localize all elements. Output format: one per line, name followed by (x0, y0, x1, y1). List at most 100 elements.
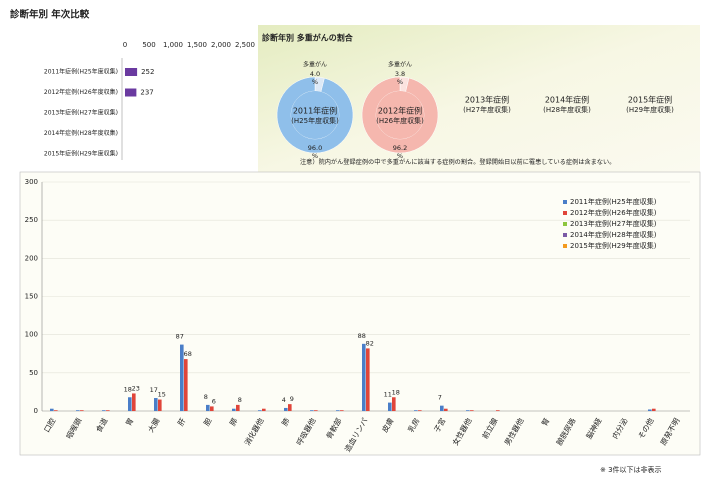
x-tick-label: 膵 (227, 416, 240, 428)
pie-unit: % (397, 152, 403, 160)
bar (128, 397, 132, 411)
bar (336, 410, 340, 411)
pie-title: 2015年症例 (628, 95, 672, 105)
y-tick-label: 2011年症例(H25年度収集) (44, 68, 118, 76)
x-tick-label: 肺 (280, 416, 292, 427)
bar (440, 405, 444, 411)
x-tick-label: 1,000 (163, 41, 183, 49)
bar (184, 359, 188, 411)
y-tick-label: 2015年症例(H29年度収集) (44, 150, 118, 158)
pie-title: 2012年症例 (378, 106, 422, 116)
x-tick-label: 0 (123, 41, 127, 49)
bar (470, 410, 474, 411)
legend-label: 2015年症例(H29年度収集) (570, 241, 657, 250)
value-label: 82 (366, 339, 374, 347)
pie-unit: % (312, 78, 318, 86)
bar (288, 404, 292, 411)
pie-title: 2013年症例 (465, 95, 509, 105)
value-label: 6 (212, 397, 216, 405)
bar (388, 402, 392, 411)
pie-title: 2014年症例 (545, 95, 589, 105)
pie-subtitle: (H26年度収集) (376, 116, 424, 125)
bar (418, 410, 422, 411)
x-tick-label: 2,000 (211, 41, 231, 49)
value-label: 17 (150, 386, 158, 394)
y-tick-label: 2012年症例(H26年度収集) (44, 88, 118, 96)
value-label: 68 (184, 350, 192, 358)
pie-title: 2011年症例 (293, 106, 337, 116)
bar (80, 410, 84, 411)
bar (284, 407, 288, 411)
page-title: 診断年別 年次比較 (10, 9, 90, 21)
pie-subtitle: (H27年度収集) (463, 105, 511, 114)
value-label: 8 (238, 396, 242, 404)
bar (648, 409, 652, 411)
pie-value-label: 96.0 (308, 144, 322, 152)
legend-swatch (563, 233, 567, 237)
pie-subtitle: (H25年度収集) (291, 116, 339, 125)
legend-swatch (563, 222, 567, 226)
x-tick-label: 腎 (540, 416, 552, 427)
bar (210, 406, 214, 411)
value-label: 87 (176, 333, 184, 341)
legend-label: 2012年症例(H26年度収集) (570, 208, 657, 217)
x-tick-label: 胆 (202, 416, 214, 427)
y-tick-label: 200 (25, 254, 38, 262)
bar (258, 410, 262, 411)
value-label: 15 (158, 391, 166, 399)
footnote: ※ 3件以下は非表示 (600, 465, 662, 474)
pie-category: 多重がん (388, 61, 412, 69)
panel-title: 診断年別 多重がんの割合 (262, 33, 354, 43)
pie-hole (376, 91, 424, 139)
value-label: 9 (290, 395, 294, 403)
y-tick-label: 50 (29, 369, 38, 377)
value-label: 4 (282, 396, 286, 404)
value-label: 8 (204, 393, 208, 401)
bar (466, 410, 470, 411)
x-tick-label: 2,500 (235, 41, 255, 49)
legend-label: 2013年症例(H27年度収集) (570, 219, 657, 228)
bar (76, 410, 80, 411)
value-label: 252 (141, 68, 154, 76)
bar (236, 404, 240, 411)
bar (125, 68, 138, 76)
bar (652, 408, 656, 411)
bar (232, 408, 236, 411)
bar (414, 410, 418, 411)
value-label: 11 (384, 391, 392, 399)
bar (50, 408, 54, 411)
bar (496, 410, 500, 411)
bar (444, 408, 448, 411)
y-tick-label: 2013年症例(H27年度収集) (44, 109, 118, 117)
bar (132, 393, 136, 411)
legend-swatch (563, 211, 567, 215)
value-label: 237 (140, 89, 153, 97)
value-label: 88 (358, 332, 366, 340)
bar (125, 88, 137, 97)
pie-unit: % (397, 78, 403, 86)
pie-hole (291, 91, 339, 139)
bar (158, 399, 162, 411)
y-tick-label: 0 (34, 407, 38, 415)
pie-value-label: 96.2 (393, 144, 407, 152)
bar (366, 348, 370, 411)
pie-category: 多重がん (303, 61, 327, 69)
value-label: 23 (132, 384, 140, 392)
bar (206, 404, 210, 411)
value-label: 7 (438, 394, 442, 402)
y-tick-label: 150 (25, 293, 38, 301)
legend-swatch (563, 244, 567, 248)
bar (54, 410, 58, 411)
legend-swatch (563, 200, 567, 204)
y-tick-label: 300 (25, 178, 38, 186)
pie-value-label: 3.8 (395, 70, 405, 78)
legend-label: 2011年症例(H25年度収集) (570, 197, 657, 206)
y-tick-label: 100 (25, 331, 38, 339)
pie-subtitle: (H28年度収集) (543, 105, 591, 114)
y-tick-label: 250 (25, 216, 38, 224)
pie-unit: % (312, 152, 318, 160)
bar (262, 408, 266, 411)
bar (106, 410, 110, 411)
bar (362, 343, 366, 411)
